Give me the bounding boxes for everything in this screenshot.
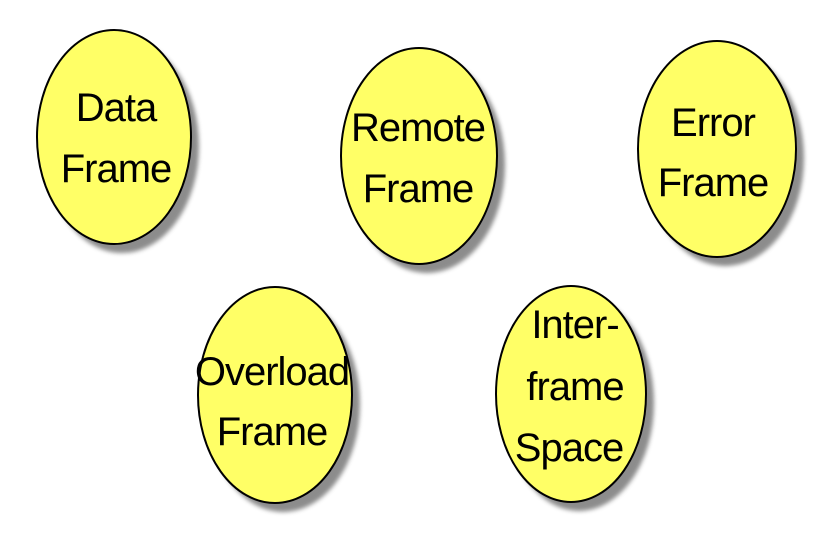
node-error-frame-line-2: Frame (658, 161, 769, 205)
node-error-frame: Error Frame (637, 40, 804, 266)
node-remote-frame: Remote Frame (340, 47, 505, 273)
node-data-frame-circle (36, 29, 192, 245)
node-overload-frame-line-2: Frame (217, 410, 328, 454)
node-overload-frame: Overload Frame (195, 286, 360, 512)
node-data-frame-line-1: Data (76, 86, 158, 130)
node-data-frame: Data Frame (36, 29, 199, 253)
node-remote-frame-line-2: Frame (363, 167, 474, 211)
node-data-frame-line-2: Frame (61, 147, 172, 191)
node-remote-frame-circle (340, 47, 498, 265)
node-interframe-space-line-3: Space (515, 426, 623, 470)
node-interframe-space-line-1: Inter- (531, 303, 618, 347)
node-interframe-space-line-2: frame (526, 365, 623, 409)
node-interframe-space-circle (495, 285, 647, 503)
node-remote-frame-line-1: Remote (351, 106, 485, 150)
node-error-frame-circle (637, 40, 797, 258)
node-error-frame-line-1: Error (671, 101, 756, 145)
node-interframe-space: Inter- frame Space (495, 285, 654, 511)
node-overload-frame-line-1: Overload (195, 350, 349, 394)
node-overload-frame-circle (197, 286, 353, 504)
